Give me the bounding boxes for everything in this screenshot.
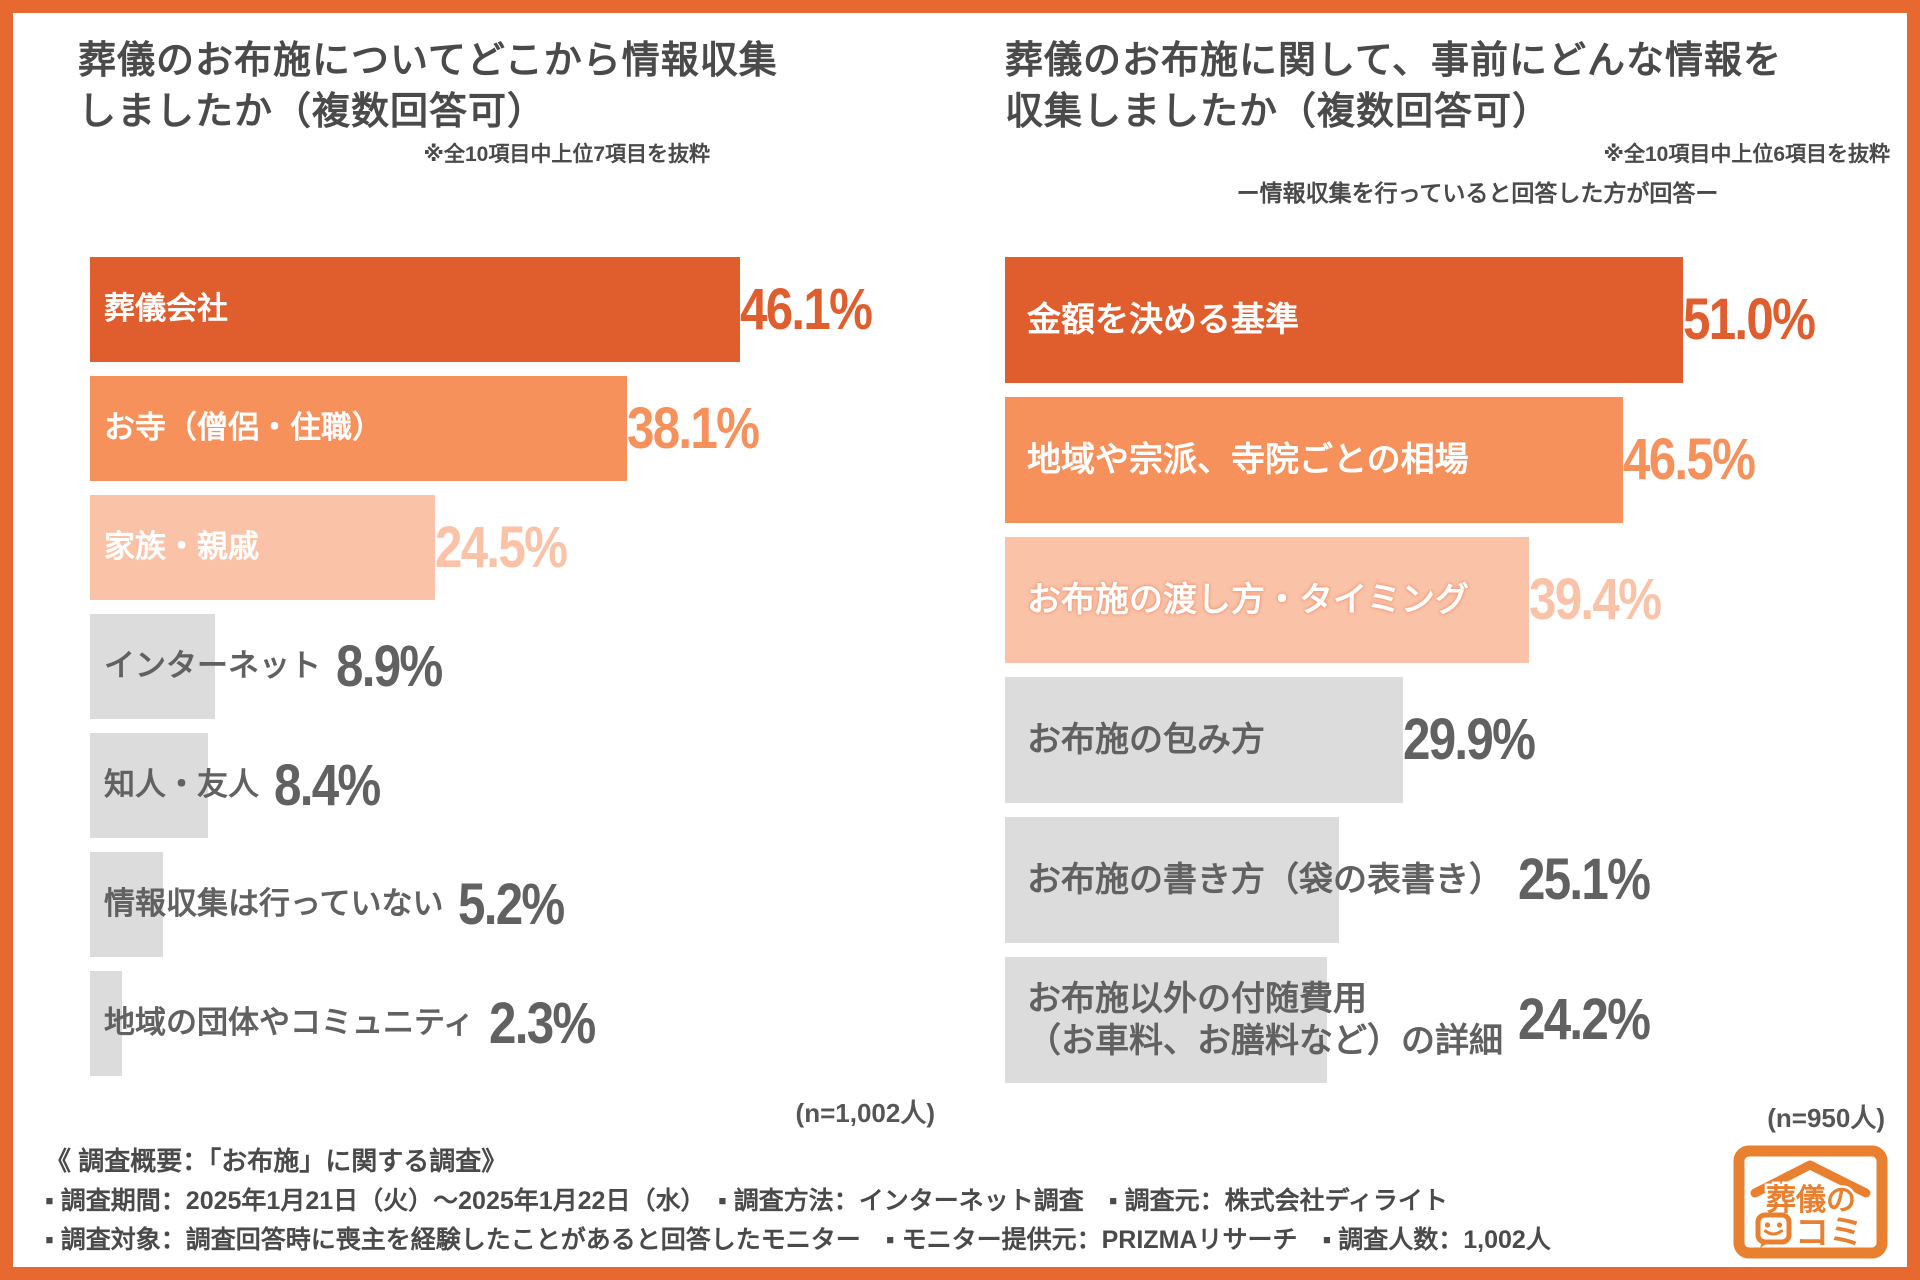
bar <box>90 852 163 957</box>
bar-value: 2.3% <box>489 990 596 1056</box>
bar <box>90 614 215 719</box>
bar-row: 地域の団体やコミュニティ 2.3% <box>90 971 935 1076</box>
bar-row: 地域や宗派、寺院ごとの相場 46.5% <box>1005 397 1890 523</box>
chart-title: 葬儀のお布施についてどこから情報収集 しましたか（複数回答可） <box>78 36 938 138</box>
chart-subnote: ー情報収集を行っていると回答した方が回答ー <box>1236 180 1719 206</box>
bar-value: 46.1% <box>740 276 873 342</box>
bar-row-content: 葬儀会社 46.1% <box>90 257 935 362</box>
survey-heading: 《 調査概要：「お布施」に関する調査》 <box>45 1146 508 1176</box>
bar-category-label: 地域や宗派、寺院ごとの相場 <box>1027 440 1469 479</box>
bar-row-content: 地域の団体やコミュニティ 2.3% <box>90 971 935 1076</box>
chart-note: ※全10項目中上位7項目を抜粋 <box>423 143 710 166</box>
bar-row: お布施の包み方 29.9% <box>1005 677 1890 803</box>
logo-graphic: 葬儀の コミ <box>1733 1145 1888 1259</box>
speech-bubble-icon <box>1755 1212 1792 1248</box>
bar-value: 46.5% <box>1623 427 1756 492</box>
bar <box>90 376 627 481</box>
chart-title: 葬儀のお布施に関して、事前にどんな情報を 収集しましたか（複数回答可） <box>1005 36 1890 138</box>
bar-row-content: お布施の渡し方・タイミング 39.4% <box>1005 537 1890 663</box>
bar-row-content: 知人・友人 8.4% <box>90 733 935 838</box>
chart-title-line2: しましたか（複数回答可） <box>78 91 547 133</box>
bar-row: 金額を決める基準 51.0% <box>1005 257 1890 383</box>
bar-category-label: 家族・親戚 <box>104 529 259 565</box>
chart-title-line2: 収集しましたか（複数回答可） <box>1005 91 1552 133</box>
bar <box>1005 537 1529 663</box>
bar-row-content: 金額を決める基準 51.0% <box>1005 257 1890 383</box>
sample-size-label: (n=950人) <box>1767 1103 1885 1133</box>
bar-category-label: インターネット <box>104 648 321 684</box>
bar-category-label: 情報収集は行っていない <box>104 886 444 922</box>
bar <box>1005 817 1339 943</box>
bar-row: 家族・親戚 24.5% <box>90 495 935 600</box>
house-icon <box>1750 1160 1871 1198</box>
bar-group: 葬儀会社 46.1% お寺（僧侶・住職） 38.1% 家族・親戚 24.5% インターネット… <box>90 257 935 1090</box>
bar-row-content: インターネット 8.9% <box>90 614 935 719</box>
chart-title-line1: 葬儀のお布施に関して、事前にどんな情報を <box>1005 40 1782 82</box>
bar-category-label: お布施の書き方（袋の表書き） <box>1027 860 1503 899</box>
bar <box>1005 677 1403 803</box>
bar-row-content: 家族・親戚 24.5% <box>90 495 935 600</box>
bar <box>1005 397 1623 523</box>
bar-row-content: お布施以外の付随費用 （お車料、お膳料など）の詳細 24.2% <box>1005 957 1890 1083</box>
bar <box>1005 257 1683 383</box>
survey-detail-line1: ▪ 調査期間：2025年1月21日（火）～2025年1月22日（水） ▪ 調査方… <box>45 1187 1448 1215</box>
bar-value: 38.1% <box>627 395 760 461</box>
sample-size-label: (n=1,002人) <box>795 1098 935 1128</box>
chart-info-sources: 葬儀のお布施についてどこから情報収集 しましたか（複数回答可） ※全10項目中上… <box>78 36 938 1216</box>
survey-detail-line2: ▪ 調査対象：調査回答時に喪主を経験したことがあると回答したモニター ▪ モニタ… <box>45 1226 1551 1254</box>
bar-value: 29.9% <box>1403 707 1536 772</box>
bar-value: 8.9% <box>336 633 443 699</box>
bar-row: 情報収集は行っていない 5.2% <box>90 852 935 957</box>
bar-row: お寺（僧侶・住職） 38.1% <box>90 376 935 481</box>
brand-logo: 葬儀の コミ <box>1733 1144 1888 1260</box>
bar-category-label: お布施以外の付随費用 （お車料、お膳料など）の詳細 <box>1027 979 1503 1061</box>
bar <box>90 257 740 362</box>
logo-text-top: 葬儀の <box>1766 1184 1856 1217</box>
bar-row: インターネット 8.9% <box>90 614 935 719</box>
bar-category-label: 金額を決める基準 <box>1027 300 1299 339</box>
bar-row-content: お寺（僧侶・住職） 38.1% <box>90 376 935 481</box>
bar-category-label: お布施の渡し方・タイミング <box>1027 580 1469 619</box>
bar-value: 5.2% <box>458 871 565 937</box>
bar-row-content: 地域や宗派、寺院ごとの相場 46.5% <box>1005 397 1890 523</box>
bar-row-content: 情報収集は行っていない 5.2% <box>90 852 935 957</box>
bar-row: お布施の渡し方・タイミング 39.4% <box>1005 537 1890 663</box>
chart-info-collected: 葬儀のお布施に関して、事前にどんな情報を 収集しましたか（複数回答可） ※全10… <box>1005 36 1890 1216</box>
bar-value: 24.5% <box>435 514 568 580</box>
bar-value: 39.4% <box>1529 567 1662 632</box>
bar-row-content: お布施の書き方（袋の表書き） 25.1% <box>1005 817 1890 943</box>
bar-value: 25.1% <box>1518 847 1651 912</box>
chart-note: ※全10項目中上位6項目を抜粋 <box>1603 143 1890 166</box>
survey-overview: 《 調査概要：「お布施」に関する調査》 ▪ 調査期間：2025年1月21日（火）… <box>45 1140 1551 1260</box>
bar <box>90 495 435 600</box>
logo-text-bottom: コミ <box>1795 1214 1863 1252</box>
bar-category-label: 葬儀会社 <box>104 291 228 327</box>
bar-category-label: 地域の団体やコミュニティ <box>104 1005 475 1041</box>
bar-category-label: 知人・友人 <box>104 767 259 803</box>
bar <box>1005 957 1327 1083</box>
bar-row: お布施の書き方（袋の表書き） 25.1% <box>1005 817 1890 943</box>
bar-category-label: お寺（僧侶・住職） <box>104 410 383 446</box>
bar-row: 知人・友人 8.4% <box>90 733 935 838</box>
bar-row: 葬儀会社 46.1% <box>90 257 935 362</box>
chart-title-line1: 葬儀のお布施についてどこから情報収集 <box>78 40 778 82</box>
bar <box>90 971 122 1076</box>
bar <box>90 733 208 838</box>
bar-row: お布施以外の付随費用 （お車料、お膳料など）の詳細 24.2% <box>1005 957 1890 1083</box>
bar-value: 51.0% <box>1683 287 1816 352</box>
bar-row-content: お布施の包み方 29.9% <box>1005 677 1890 803</box>
bar-value: 24.2% <box>1518 987 1651 1052</box>
bar-value: 8.4% <box>274 752 381 818</box>
bar-category-label: お布施の包み方 <box>1027 720 1265 759</box>
bar-group: 金額を決める基準 51.0% 地域や宗派、寺院ごとの相場 46.5% お布施の渡し方・タ… <box>1005 257 1890 1097</box>
